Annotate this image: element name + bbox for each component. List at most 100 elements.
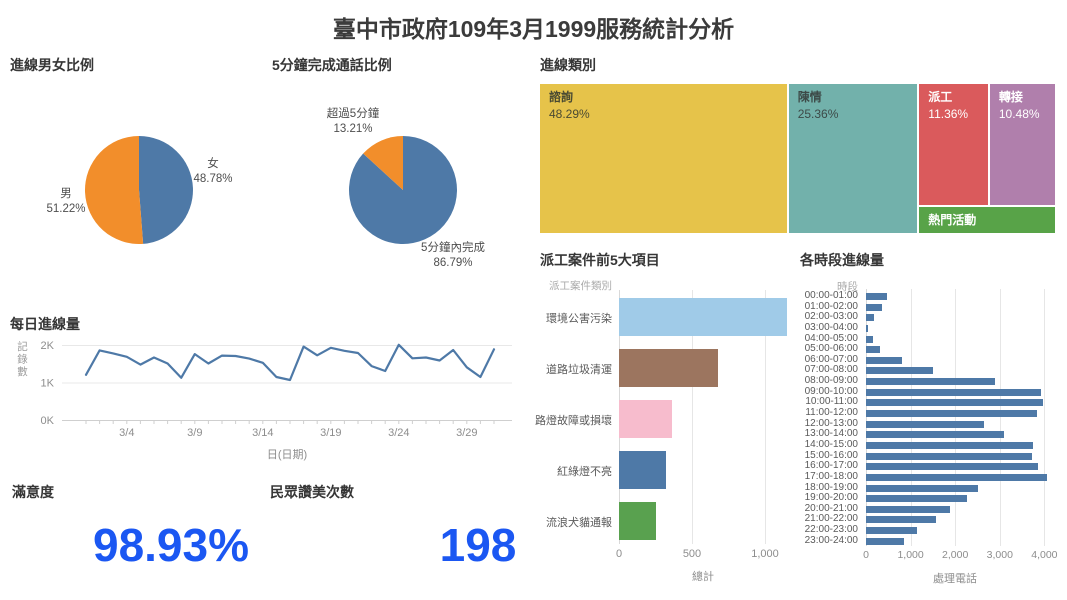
- hourly-bar-09:00-10:00[interactable]: [866, 388, 1042, 396]
- treemap-cell-轉接[interactable]: 轉接 10.48%: [989, 84, 1055, 206]
- hourly-bar-14:00-15:00[interactable]: [866, 441, 1034, 449]
- hourly-category-label: 01:00-02:00: [804, 300, 858, 312]
- kpi-satisfaction-value: 98.93%: [92, 519, 249, 571]
- hourly-category-label: 22:00-23:00: [804, 524, 858, 536]
- kpi-praise-value: 198: [439, 519, 517, 571]
- hourly-bar-10:00-11:00[interactable]: [866, 399, 1044, 407]
- hourly-x-axis-label: 處理電話: [933, 573, 977, 585]
- treemap-cell-陳情[interactable]: 陳情 25.36%: [788, 84, 918, 233]
- duration-pie-slice-5分鐘內完成[interactable]: [349, 136, 458, 244]
- y-tick-label: 1K: [41, 378, 55, 390]
- treemap-cell-label: 陳情: [797, 90, 822, 104]
- hourly-bar-11:00-12:00[interactable]: [866, 410, 1038, 418]
- treemap-cell-label: 派工: [928, 90, 953, 104]
- hourly-category-label: 04:00-05:00: [804, 332, 858, 344]
- hourly-bar-00:00-01:00[interactable]: [866, 293, 888, 300]
- hourly-gridline: [910, 289, 912, 546]
- treemap-cell-label: 轉接: [998, 90, 1023, 104]
- hourly-bar-04:00-05:00[interactable]: [866, 335, 873, 343]
- hourly-bar-17:00-18:00[interactable]: [866, 473, 1048, 481]
- hourly-category-label: 16:00-17:00: [804, 460, 858, 472]
- hourly-gridline: [866, 289, 867, 546]
- daily-line-title: 每日進線量: [10, 316, 80, 332]
- kpi-satisfaction-label: 滿意度: [12, 484, 54, 500]
- kpi-praise-label: 民眾讚美次數: [270, 484, 354, 500]
- dispatch-bar-紅綠燈不亮[interactable]: [619, 451, 666, 489]
- gender-pie-title: 進線男女比例: [10, 57, 94, 73]
- daily-line-series[interactable]: [84, 343, 496, 382]
- dispatch-bar-title: 派工案件前5大項目: [540, 252, 660, 268]
- dispatch-bar-環境公害污染[interactable]: [619, 298, 787, 336]
- hourly-category-label: 23:00-24:00: [804, 534, 858, 546]
- hourly-bar-05:00-06:00[interactable]: [866, 346, 880, 354]
- duration-pie-label-over5: 超過5分鐘 13.21%: [312, 107, 394, 137]
- hourly-gridline: [955, 289, 957, 546]
- hourly-category-label: 05:00-06:00: [804, 343, 858, 355]
- hourly-bar-07:00-08:00[interactable]: [866, 367, 933, 375]
- hourly-bar-21:00-22:00[interactable]: [866, 516, 936, 524]
- hourly-bar-20:00-21:00[interactable]: [866, 505, 950, 513]
- hourly-bar-16:00-17:00[interactable]: [866, 463, 1039, 471]
- hourly-bar-13:00-14:00[interactable]: [866, 431, 1005, 439]
- gender-pie-slice-女[interactable]: [139, 136, 193, 244]
- daily-line-y-axis-label: 記錄數: [16, 341, 28, 379]
- hourly-category-label: 13:00-14:00: [804, 428, 858, 440]
- treemap-cell-諮詢[interactable]: 諮詢 48.29%: [540, 84, 787, 233]
- hourly-x-tick-label: 1,000: [897, 549, 924, 561]
- hourly-category-label: 02:00-03:00: [804, 311, 858, 323]
- x-tick-label: 3/24: [388, 427, 409, 439]
- x-tick-label: 3/14: [252, 427, 273, 439]
- hourly-bar-06:00-07:00[interactable]: [866, 356, 902, 364]
- treemap-cell-percent: 25.36%: [797, 107, 839, 121]
- dispatch-x-tick-label: 1,000: [751, 548, 779, 560]
- treemap-cell-熱門活動[interactable]: 熱門活動: [919, 207, 1055, 233]
- duration-pie-chart: [349, 136, 458, 244]
- category-treemap: 諮詢 48.29% 陳情 25.36% 派工 11.36% 轉接 10.48% 熱門活動: [540, 84, 1055, 233]
- dispatch-gridline: [692, 290, 693, 544]
- female-slice-percent: 48.78%: [193, 173, 233, 185]
- within5-slice-percent: 86.79%: [433, 257, 473, 269]
- hourly-bar-08:00-09:00[interactable]: [866, 378, 996, 386]
- male-slice-name: 男: [60, 188, 72, 200]
- dispatch-bar-路燈故障或損壞[interactable]: [619, 400, 672, 438]
- dispatch-bar-道路垃圾清運[interactable]: [619, 349, 719, 387]
- dispatch-category-label: 道路垃圾清運: [546, 364, 612, 376]
- dispatch-column-header: 派工案件類別: [549, 280, 612, 292]
- hourly-bar-03:00-04:00[interactable]: [866, 324, 868, 332]
- x-tick-label: 3/4: [119, 427, 134, 439]
- female-slice-name: 女: [207, 158, 219, 170]
- hourly-bar-01:00-02:00[interactable]: [866, 303, 882, 311]
- treemap-cell-percent: 11.36%: [928, 107, 969, 121]
- dispatch-category-label: 紅綠燈不亮: [557, 466, 612, 478]
- gender-pie-slice-男[interactable]: [84, 136, 144, 244]
- hourly-category-label: 15:00-16:00: [804, 449, 858, 461]
- hourly-category-label: 19:00-20:00: [804, 492, 858, 504]
- treemap-cell-派工[interactable]: 派工 11.36%: [919, 84, 988, 206]
- hourly-category-label: 07:00-08:00: [804, 364, 858, 376]
- hourly-bar-18:00-19:00[interactable]: [866, 484, 978, 492]
- hourly-x-tick-label: 0: [863, 549, 869, 561]
- hourly-bar-02:00-03:00[interactable]: [866, 314, 874, 322]
- gender-pie-label-male: 男 51.22%: [36, 187, 96, 217]
- hourly-category-label: 11:00-12:00: [805, 407, 858, 419]
- male-slice-percent: 51.22%: [46, 203, 86, 215]
- hourly-bar-22:00-23:00[interactable]: [866, 527, 918, 535]
- hourly-x-tick-label: 2,000: [942, 549, 969, 561]
- gender-pie-label-female: 女 48.78%: [183, 157, 243, 187]
- daily-line-x-axis-label: 日(日期): [266, 449, 308, 461]
- hourly-category-label: 21:00-22:00: [804, 513, 858, 525]
- x-tick-label: 3/29: [456, 427, 477, 439]
- x-tick-label: 3/19: [320, 427, 341, 439]
- hourly-x-tick-label: 4,000: [1031, 549, 1058, 561]
- hourly-bar-23:00-24:00[interactable]: [866, 537, 905, 545]
- hourly-bar-15:00-16:00[interactable]: [866, 452, 1032, 460]
- hourly-bar-12:00-13:00[interactable]: [866, 420, 985, 428]
- duration-pie-title: 5分鐘完成通話比例: [272, 57, 392, 73]
- dispatch-bar-流浪犬貓通報[interactable]: [619, 502, 656, 540]
- duration-pie-slice-超過5分鐘[interactable]: [363, 136, 403, 190]
- over5-slice-name: 超過5分鐘: [326, 108, 380, 120]
- hourly-bar-title: 各時段進線量: [800, 252, 884, 268]
- hourly-category-label: 18:00-19:00: [804, 481, 858, 493]
- hourly-category-label: 06:00-07:00: [804, 353, 858, 365]
- hourly-bar-19:00-20:00[interactable]: [866, 495, 967, 503]
